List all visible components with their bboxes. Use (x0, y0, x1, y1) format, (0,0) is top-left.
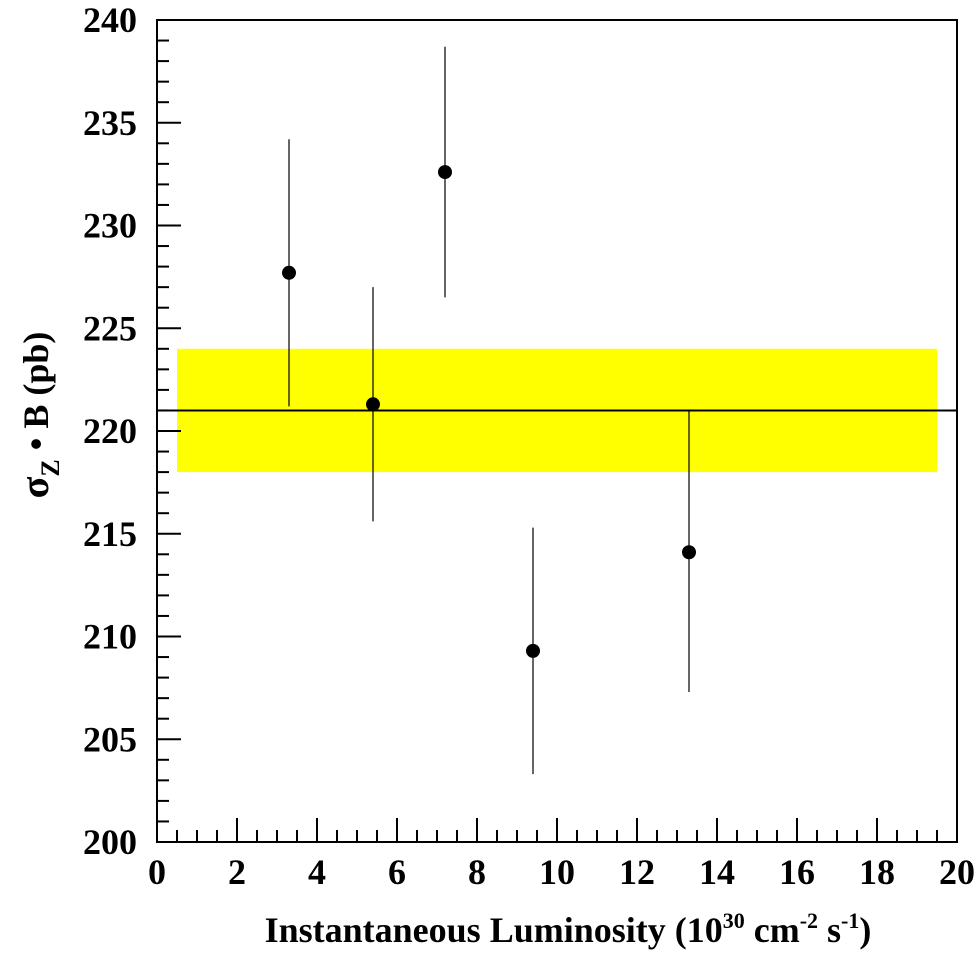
data-point-5 (682, 545, 696, 560)
y-tick-label: 200 (83, 822, 137, 862)
x-tick-label: 20 (939, 852, 975, 892)
y-tick-label: 240 (83, 0, 137, 40)
y-tick-label: 210 (83, 617, 137, 657)
x-tick-label: 6 (388, 852, 406, 892)
data-point-4 (526, 643, 540, 658)
y-tick-label: 235 (83, 103, 137, 143)
x-axis: 0 2 4 6 8 10 12 14 16 18 20 (148, 818, 975, 892)
x-tick-label: 4 (308, 852, 326, 892)
data-point-3 (438, 165, 452, 180)
x-tick-label: 8 (468, 852, 486, 892)
data-point-2 (366, 397, 380, 412)
y-tick-label: 225 (83, 308, 137, 348)
x-tick-label: 12 (619, 852, 655, 892)
y-axis: 200 205 210 215 220 225 230 235 240 (83, 0, 181, 862)
x-tick-label: 10 (539, 852, 575, 892)
plot-area (156, 19, 958, 843)
x-axis-label: Instantaneous Luminosity (1030 cm-2 s-1) (265, 908, 872, 950)
x-tick-label: 16 (779, 852, 815, 892)
x-tick-label: 2 (228, 852, 246, 892)
y-tick-label: 215 (83, 514, 137, 554)
y-tick-label: 230 (83, 206, 137, 246)
y-axis-label: σZ • B (pb) (12, 332, 65, 499)
y-tick-label: 205 (83, 719, 137, 759)
x-tick-label: 14 (699, 852, 735, 892)
y-tick-label: 220 (83, 411, 137, 451)
x-tick-label: 0 (148, 852, 166, 892)
x-tick-label: 18 (859, 852, 895, 892)
data-point-1 (282, 265, 296, 280)
